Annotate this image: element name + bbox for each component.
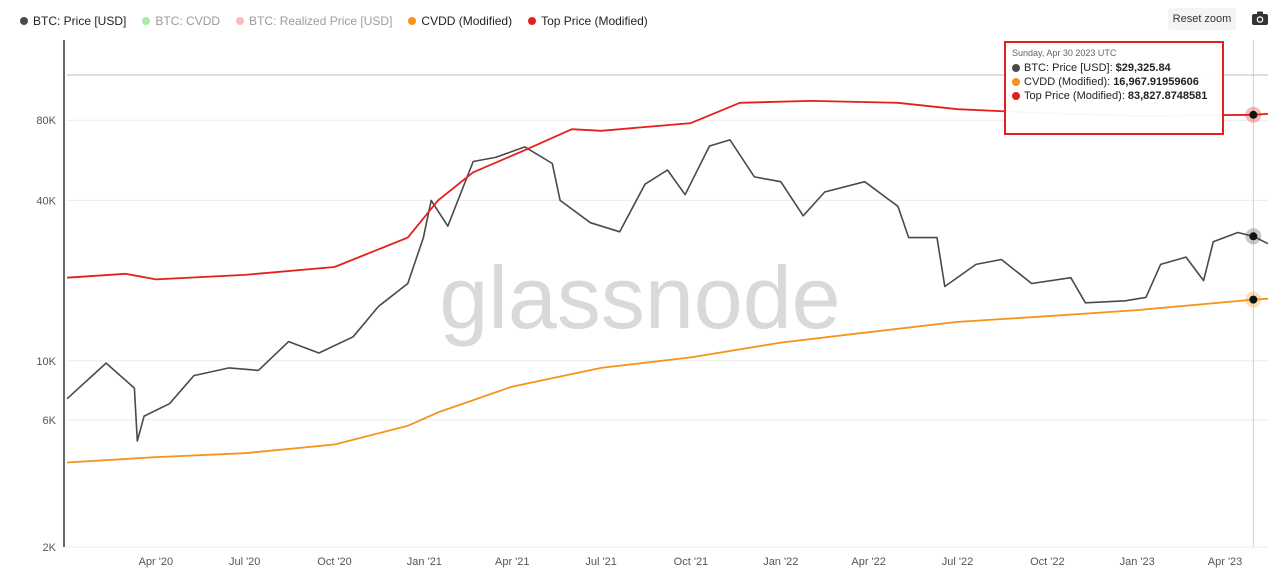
x-tick-label: Oct '20 — [317, 556, 352, 568]
legend-label: BTC: Realized Price [USD] — [249, 14, 393, 28]
x-tick-label: Jan '22 — [763, 556, 798, 568]
crosshair-marker — [1249, 295, 1258, 304]
tooltip-dot — [1012, 92, 1020, 100]
x-tick-label: Jul '20 — [229, 556, 260, 568]
x-tick-label: Jan '21 — [407, 556, 442, 568]
x-tick-label: Oct '22 — [1030, 556, 1065, 568]
x-tick-label: Jul '22 — [942, 556, 973, 568]
legend-dot — [142, 17, 151, 25]
x-tick-label: Jul '21 — [585, 556, 616, 568]
tooltip-row: BTC: Price [USD]: $29,325.84 — [1012, 61, 1216, 75]
x-tick-label: Apr '23 — [1208, 556, 1243, 568]
y-tick-label: 10K — [36, 356, 56, 368]
x-tick-label: Apr '22 — [851, 556, 886, 568]
tooltip-value: $29,325.84 — [1115, 62, 1171, 74]
cvdd-modified-line — [66, 297, 1269, 464]
y-tick-label: 6K — [43, 415, 57, 427]
legend-dot — [20, 17, 28, 25]
tooltip-date: Sunday, Apr 30 2023 UTC — [1012, 48, 1117, 58]
legend-item[interactable]: CVDD (Modified) — [408, 14, 512, 28]
legend-label: CVDD (Modified) — [421, 14, 513, 28]
tooltip-value: 16,967.91959606 — [1113, 76, 1199, 88]
reset-zoom-button[interactable]: Reset zoom — [1168, 8, 1236, 30]
x-tick-label: Jan '23 — [1120, 556, 1155, 568]
chart-legend: BTC: Price [USD] BTC: CVDD BTC: Realized P… — [20, 12, 664, 30]
legend-label: BTC: Price [USD] — [33, 14, 127, 28]
btc-price-usd-line — [66, 139, 1269, 442]
chart-tooltip: Sunday, Apr 30 2023 UTC BTC: Price [USD]… — [1004, 41, 1224, 135]
legend-dot — [236, 17, 245, 25]
legend-label: Top Price (Modified) — [541, 14, 648, 28]
tooltip-label: BTC: Price [USD]: — [1024, 62, 1113, 74]
x-tick-label: Apr '21 — [495, 556, 530, 568]
tooltip-dot — [1012, 64, 1020, 72]
crosshair-marker — [1249, 232, 1258, 241]
legend-item[interactable]: BTC: Realized Price [USD] — [236, 14, 392, 28]
camera-icon[interactable] — [1251, 10, 1269, 26]
legend-item[interactable]: BTC: Price [USD] — [20, 14, 126, 28]
y-tick-label: 80K — [36, 115, 56, 127]
tooltip-label: Top Price (Modified): — [1024, 90, 1125, 102]
tooltip-row: Top Price (Modified): 83,827.8748581 — [1012, 89, 1216, 103]
legend-dot — [528, 17, 537, 25]
x-tick-label: Oct '21 — [674, 556, 709, 568]
crosshair-marker — [1249, 110, 1258, 119]
tooltip-value: 83,827.8748581 — [1127, 90, 1208, 102]
legend-label: BTC: CVDD — [155, 14, 221, 28]
tooltip-row: CVDD (Modified): 16,967.91959606 — [1012, 75, 1216, 89]
tooltip-dot — [1012, 78, 1020, 86]
legend-item[interactable]: Top Price (Modified) — [528, 14, 648, 28]
legend-dot — [408, 17, 417, 25]
x-tick-label: Apr '20 — [139, 556, 174, 568]
legend-item[interactable]: BTC: CVDD — [142, 14, 220, 28]
watermark-text: glassnode — [439, 248, 840, 347]
y-tick-label: 2K — [43, 542, 57, 554]
y-tick-label: 40K — [36, 195, 56, 207]
tooltip-label: CVDD (Modified): — [1024, 76, 1111, 88]
